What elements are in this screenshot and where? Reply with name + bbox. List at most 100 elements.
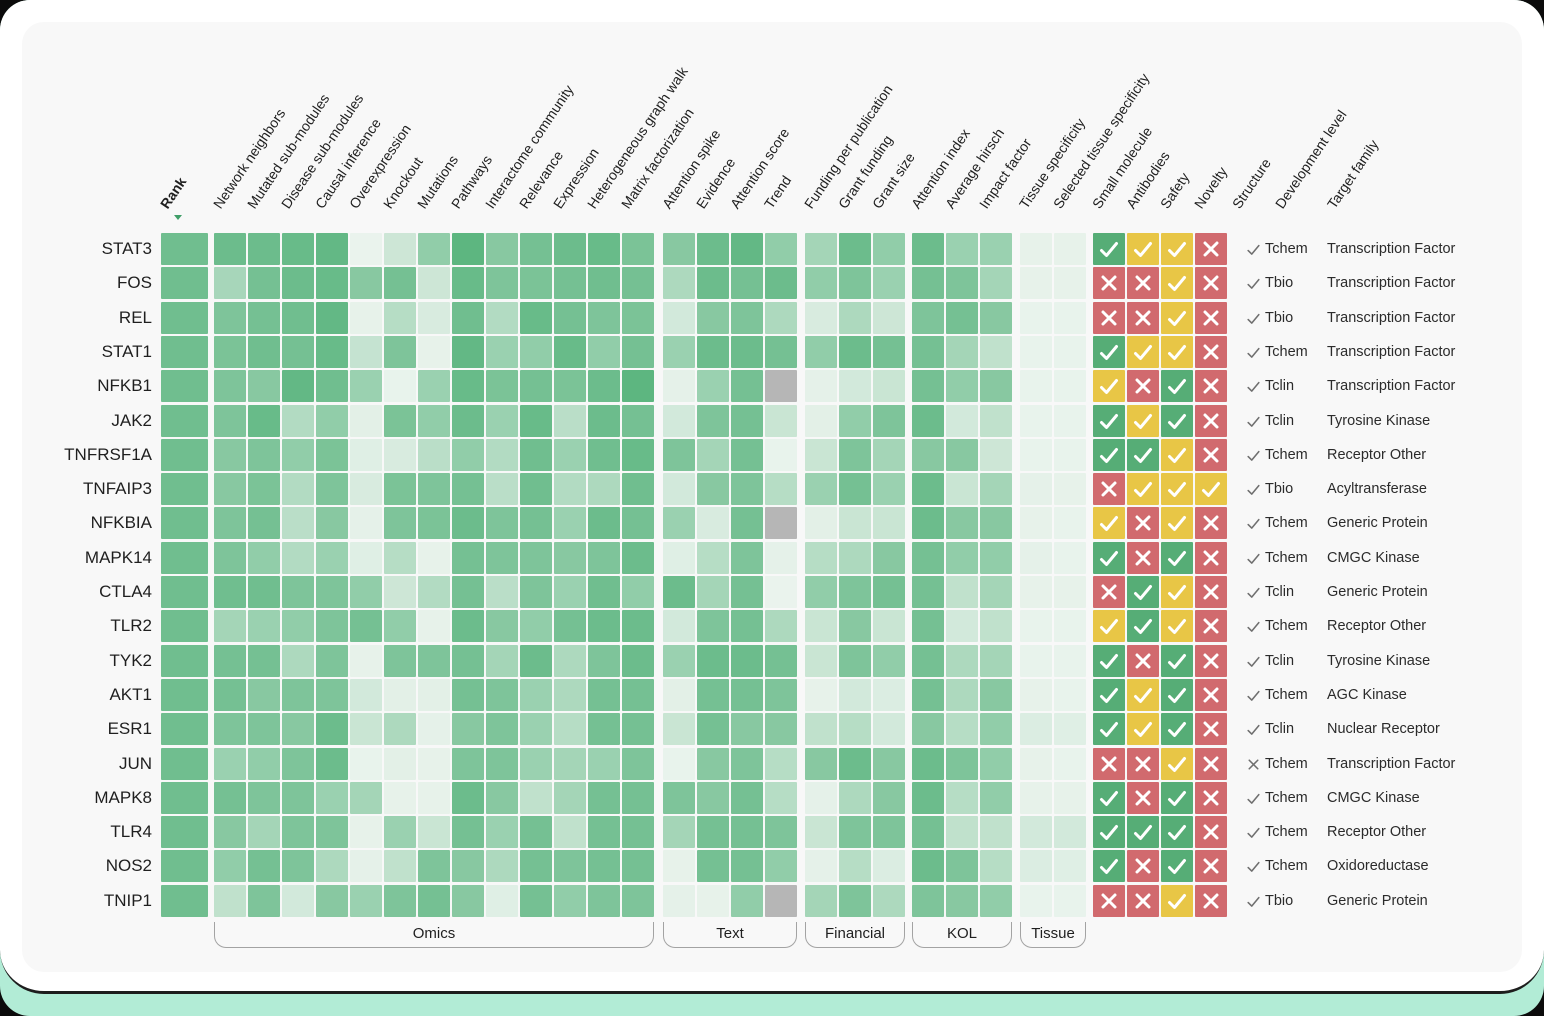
tractability-cell-novelty[interactable] [1195,748,1227,780]
heatmap-cell[interactable] [1020,267,1052,299]
heatmap-cell[interactable] [1020,816,1052,848]
tractability-cell-small-molecule[interactable] [1093,405,1125,437]
tractability-cell-safety[interactable] [1161,610,1193,642]
heatmap-cell[interactable] [912,576,944,608]
column-header-novelty[interactable]: Novelty [1190,163,1231,212]
heatmap-cell[interactable] [554,850,586,882]
heatmap-cell[interactable] [912,439,944,471]
heatmap-cell[interactable] [350,782,382,814]
tractability-cell-novelty[interactable] [1195,370,1227,402]
column-header-trend[interactable]: Trend [760,172,795,212]
heatmap-cell[interactable] [1020,576,1052,608]
heatmap-cell[interactable] [384,370,416,402]
heatmap-cell[interactable] [384,645,416,677]
heatmap-cell[interactable] [1020,507,1052,539]
heatmap-cell[interactable] [697,233,729,265]
heatmap-cell[interactable] [316,370,348,402]
heatmap-cell[interactable] [873,439,905,471]
heatmap-cell[interactable] [873,850,905,882]
heatmap-cell[interactable] [486,748,518,780]
row-label-tnfrsf1a[interactable]: TNFRSF1A [64,445,152,464]
heatmap-cell[interactable] [622,439,654,471]
tractability-cell-antibodies[interactable] [1127,748,1159,780]
heatmap-cell[interactable] [731,267,763,299]
heatmap-cell[interactable] [486,405,518,437]
heatmap-cell[interactable] [946,267,978,299]
heatmap-cell[interactable] [1054,679,1086,711]
heatmap-cell[interactable] [588,302,620,334]
tractability-cell-antibodies[interactable] [1127,679,1159,711]
heatmap-cell[interactable] [418,439,450,471]
heatmap-cell-rank[interactable] [161,439,208,471]
heatmap-cell[interactable] [839,507,871,539]
tractability-cell-novelty[interactable] [1195,233,1227,265]
tractability-cell-antibodies[interactable] [1127,542,1159,574]
heatmap-cell[interactable] [839,233,871,265]
heatmap-cell[interactable] [873,679,905,711]
heatmap-cell[interactable] [554,473,586,505]
row-label-jak2[interactable]: JAK2 [111,411,152,430]
heatmap-cell[interactable] [873,267,905,299]
heatmap-cell[interactable] [384,302,416,334]
heatmap-cell[interactable] [350,439,382,471]
heatmap-cell[interactable] [418,885,450,917]
heatmap-cell[interactable] [697,370,729,402]
heatmap-cell[interactable] [248,576,280,608]
heatmap-cell[interactable] [554,542,586,574]
row-label-tnfaip3[interactable]: TNFAIP3 [83,479,152,498]
heatmap-cell[interactable] [350,576,382,608]
heatmap-cell[interactable] [980,542,1012,574]
heatmap-cell-rank[interactable] [161,336,208,368]
heatmap-cell[interactable] [873,885,905,917]
heatmap-cell[interactable] [350,713,382,745]
heatmap-cell[interactable] [486,370,518,402]
heatmap-cell[interactable] [350,816,382,848]
heatmap-cell[interactable] [697,645,729,677]
heatmap-cell[interactable] [765,850,797,882]
heatmap-cell[interactable] [697,679,729,711]
heatmap-cell[interactable] [839,473,871,505]
heatmap-cell[interactable] [384,782,416,814]
heatmap-cell[interactable] [1054,267,1086,299]
heatmap-cell[interactable] [282,370,314,402]
heatmap-cell[interactable] [384,713,416,745]
heatmap-cell[interactable] [1054,370,1086,402]
heatmap-cell[interactable] [1020,885,1052,917]
tractability-cell-safety[interactable] [1161,267,1193,299]
heatmap-cell[interactable] [839,645,871,677]
heatmap-cell[interactable] [452,850,484,882]
heatmap-cell[interactable] [486,850,518,882]
tractability-cell-novelty[interactable] [1195,267,1227,299]
heatmap-cell[interactable] [622,233,654,265]
heatmap-cell[interactable] [946,610,978,642]
heatmap-cell[interactable] [1020,302,1052,334]
tractability-cell-novelty[interactable] [1195,576,1227,608]
heatmap-cell[interactable] [384,439,416,471]
heatmap-cell[interactable] [214,267,246,299]
heatmap-cell[interactable] [697,267,729,299]
heatmap-cell[interactable] [1020,439,1052,471]
heatmap-cell[interactable] [282,336,314,368]
heatmap-cell[interactable] [486,507,518,539]
heatmap-cell[interactable] [1020,370,1052,402]
heatmap-cell[interactable] [588,576,620,608]
tractability-cell-novelty[interactable] [1195,782,1227,814]
heatmap-cell[interactable] [282,850,314,882]
heatmap-cell[interactable] [663,850,695,882]
heatmap-cell[interactable] [663,645,695,677]
heatmap-cell[interactable] [554,645,586,677]
heatmap-cell[interactable] [418,267,450,299]
heatmap-cell[interactable] [214,885,246,917]
heatmap-cell[interactable] [912,610,944,642]
heatmap-cell[interactable] [765,473,797,505]
heatmap-cell[interactable] [622,302,654,334]
heatmap-cell[interactable] [554,405,586,437]
heatmap-cell[interactable] [1020,473,1052,505]
heatmap-cell[interactable] [1054,576,1086,608]
heatmap-cell[interactable] [452,782,484,814]
tractability-cell-antibodies[interactable] [1127,713,1159,745]
heatmap-cell[interactable] [873,816,905,848]
heatmap-cell[interactable] [384,576,416,608]
heatmap-cell[interactable] [663,885,695,917]
tractability-cell-small-molecule[interactable] [1093,782,1125,814]
